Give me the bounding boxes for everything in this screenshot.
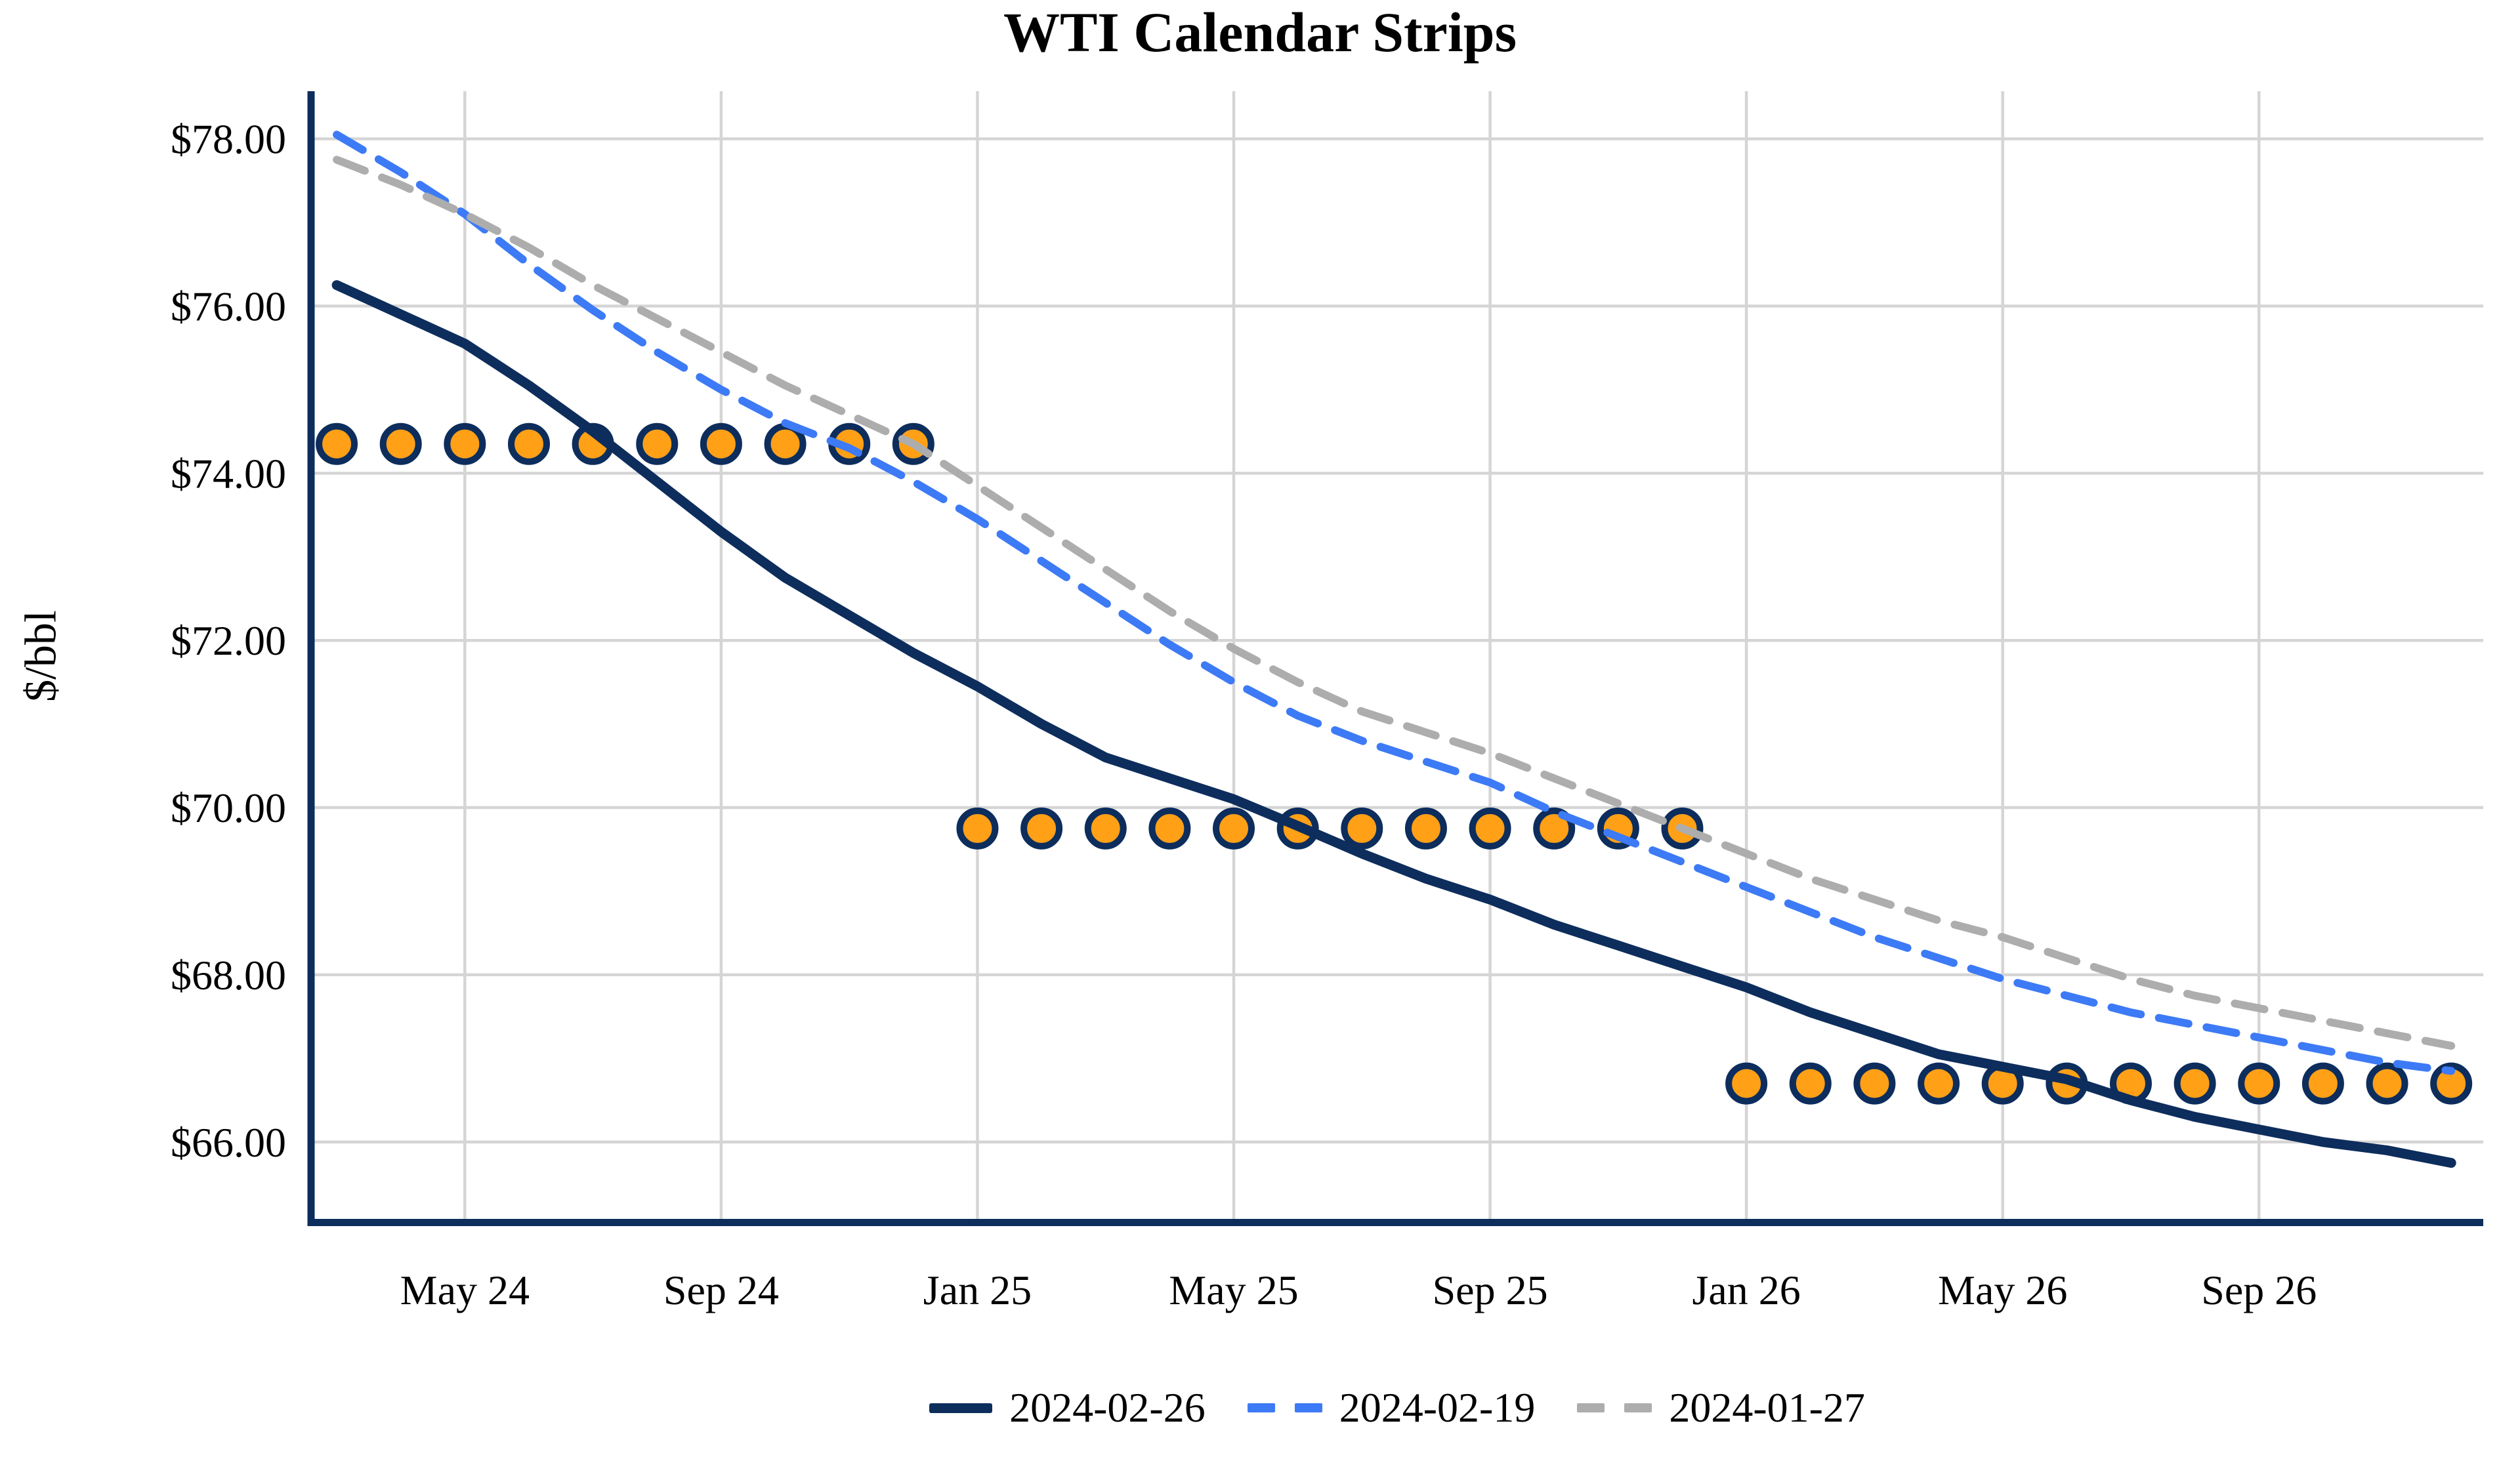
legend-label: 2024-02-19 [1339,1384,1536,1431]
strip-dot [1853,1062,1896,1105]
legend-label: 2024-01-27 [1669,1384,1865,1431]
strip-dot [1469,807,1511,850]
legend-item-2024-01-27: 2024-01-27 [1577,1384,1865,1432]
chart-title: WTI Calendar Strips [1003,1,1517,64]
solid-line-swatch [929,1403,993,1413]
dash-swatch [1247,1403,1275,1412]
strip-dot [444,422,486,465]
y-tick-label: $78.00 [171,116,286,163]
strip-dot [1213,807,1255,850]
x-tick-label: Sep 25 [1433,1267,1548,1313]
series-line-2024-02-19 [333,131,2456,1075]
y-tick-label: $76.00 [171,283,286,329]
strip-dot [379,422,422,465]
strip-dot [2301,1062,2344,1105]
strip-dot [956,807,999,850]
x-tick-label: Sep 24 [663,1267,779,1313]
x-tick-label: May 25 [1169,1267,1298,1313]
strip-dot [636,422,679,465]
strip-dot [1533,807,1576,850]
x-tick-label: Sep 26 [2201,1267,2317,1313]
solid-line-icon [929,1403,993,1413]
strip-dot [2430,1062,2473,1105]
strip-dot [1789,1062,1832,1105]
x-axis-spine [307,1219,2483,1226]
y-tick-label: $66.00 [171,1119,286,1166]
x-tick-label: May 26 [1938,1267,2067,1313]
dash-swatch [1624,1403,1652,1412]
dashed-line-icon [1247,1403,1322,1412]
y-tick-label: $74.00 [171,450,286,497]
dash-swatch [1294,1403,1322,1412]
y-tick-label: $70.00 [171,785,286,831]
y-axis-spine [307,91,315,1226]
y-tick-label: $68.00 [171,952,286,998]
dashed-line-icon [1577,1403,1652,1412]
series-line-2024-01-27 [333,155,2456,1050]
strip-dot [1148,807,1191,850]
strip-dot [1020,807,1063,850]
dash-swatch [1577,1403,1605,1412]
strip-dot [316,422,358,465]
x-tick-label: May 24 [400,1267,530,1313]
strip-dot [507,422,550,465]
strip-dot [1404,807,1447,850]
x-tick-label: Jan 25 [923,1267,1032,1313]
strip-dot [2238,1062,2280,1105]
series-line-2024-02-26 [331,280,2456,1168]
strip-dot [1918,1062,1960,1105]
strip-dot [2366,1062,2408,1105]
strip-dot [1084,807,1127,850]
strip-dot [1341,807,1383,850]
x-tick-label: Jan 26 [1692,1267,1800,1313]
legend-item-2024-02-26: 2024-02-26 [929,1384,1206,1432]
y-tick-label: $72.00 [171,617,286,664]
legend: 2024-02-26 2024-02-19 2024-01-27 [311,1375,2483,1441]
legend-label: 2024-02-26 [1009,1384,1206,1431]
strip-dot [2174,1062,2216,1105]
strip-dot [700,422,742,465]
strip-dot [1725,1062,1768,1105]
legend-item-2024-02-19: 2024-02-19 [1247,1384,1536,1432]
